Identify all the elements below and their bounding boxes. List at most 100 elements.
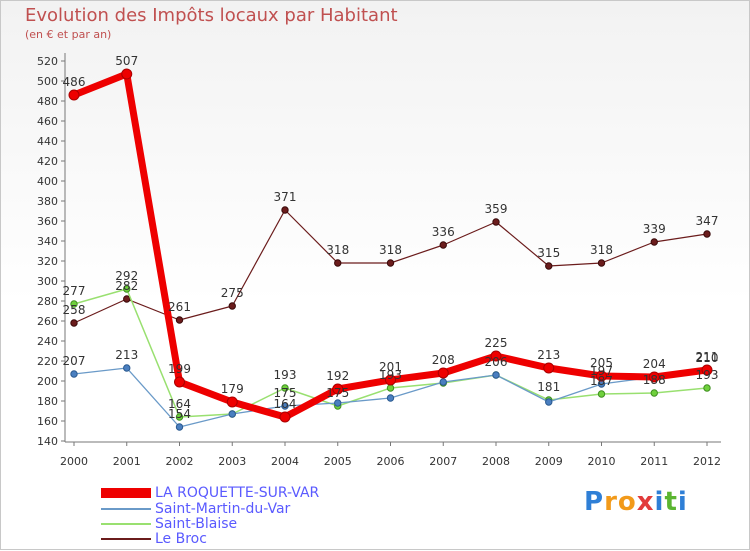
x-tick-label: 2007 [429, 455, 457, 468]
legend-label: Le Broc [155, 531, 207, 547]
data-label: 339 [643, 222, 666, 236]
legend-item-le-broc: Le Broc [101, 531, 207, 547]
data-label: 347 [696, 214, 719, 228]
data-point [597, 390, 606, 398]
data-point [123, 285, 131, 293]
data-label: 164 [274, 397, 297, 411]
data-label: 275 [221, 286, 244, 300]
data-label: 206 [485, 355, 508, 369]
y-tick-label: 240 [37, 335, 58, 348]
data-label: 210 [696, 351, 719, 365]
legend-swatch [101, 523, 151, 525]
data-label: 225 [485, 336, 508, 350]
data-point [650, 389, 658, 397]
data-point [281, 206, 289, 214]
data-label: 175 [274, 386, 297, 400]
y-tick-label: 520 [37, 55, 58, 68]
series-le-broc [70, 206, 711, 327]
data-label: 318 [590, 243, 613, 257]
data-point [281, 402, 289, 410]
logo-letter: P [584, 487, 605, 517]
legend-swatch [101, 538, 151, 540]
y-tick-label: 380 [37, 195, 58, 208]
data-point [123, 364, 131, 372]
data-point [281, 384, 289, 392]
y-tick-label: 460 [37, 115, 58, 128]
data-point [703, 384, 711, 392]
x-tick-label: 2011 [640, 455, 668, 468]
data-label: 201 [379, 360, 402, 374]
data-label: 318 [326, 243, 349, 257]
data-label: 207 [63, 354, 86, 368]
logo-letter: r [604, 487, 618, 517]
data-label: 193 [379, 368, 402, 382]
data-label: 211 [696, 350, 719, 364]
data-labels: 258 282 261 275 371 318 318 336 359 315 318 339 347 2… [63, 54, 719, 421]
data-point [650, 238, 658, 246]
data-point [439, 378, 447, 386]
x-tick-label: 2008 [482, 455, 510, 468]
data-point [439, 241, 447, 249]
data-label: 164 [168, 397, 191, 411]
series-layer [68, 68, 713, 431]
y-tick-label: 200 [37, 375, 58, 388]
legend-swatch [101, 508, 151, 510]
x-tick-label: 2009 [535, 455, 563, 468]
data-label: 175 [326, 386, 349, 400]
data-label: 208 [432, 353, 455, 367]
data-label: 204 [643, 357, 666, 371]
data-label: 197 [590, 364, 613, 378]
logo-letter: x [636, 487, 655, 517]
y-tick-label: 500 [37, 75, 58, 88]
x-tick-label: 2001 [113, 455, 141, 468]
x-tick-label: 2002 [166, 455, 194, 468]
x-tick-label: 2006 [377, 455, 405, 468]
y-tick-label: 220 [37, 355, 58, 368]
data-label: 199 [168, 362, 191, 376]
x-tick-label: 2000 [60, 455, 88, 468]
data-point [279, 411, 291, 423]
y-tick-label: 140 [37, 435, 58, 448]
data-point [437, 367, 449, 379]
data-label: 188 [643, 373, 666, 387]
data-point [545, 262, 553, 270]
data-label: 181 [537, 380, 560, 394]
data-point [228, 410, 236, 418]
y-tick-label: 440 [37, 135, 58, 148]
data-label: 507 [115, 54, 138, 68]
series-la-roquette-sur-var [68, 68, 713, 423]
x-tick-label: 2004 [271, 455, 299, 468]
data-point [543, 362, 555, 374]
data-point [332, 383, 344, 395]
data-label: 154 [168, 407, 191, 421]
legend-label: LA ROQUETTE-SUR-VAR [155, 485, 320, 501]
data-label: 193 [696, 368, 719, 382]
data-point [228, 302, 236, 310]
data-point [596, 370, 607, 382]
y-tick-label: 160 [37, 415, 58, 428]
data-point [68, 89, 80, 101]
data-point [386, 259, 395, 267]
data-label: 213 [537, 348, 560, 362]
chart-title: Evolution des Impôts locaux par Habitant [25, 5, 398, 26]
chart-subtitle: (en € et par an) [25, 28, 112, 41]
x-tick-label: 2005 [324, 455, 352, 468]
y-tick-label: 260 [37, 315, 58, 328]
data-point [334, 399, 342, 407]
data-point [703, 230, 711, 238]
data-label: 179 [221, 382, 244, 396]
legend-item-saint-blaise: Saint-Blaise [101, 516, 237, 532]
logo-letter: o [617, 487, 637, 517]
data-point [174, 376, 185, 388]
data-point [334, 259, 342, 267]
axes: 140 160 180 200 220 240 260 280 300 320 340 360 380 4… [37, 53, 721, 468]
data-label: 258 [63, 303, 86, 317]
data-point [386, 384, 395, 392]
data-label: 292 [115, 269, 138, 283]
data-label: 193 [274, 368, 297, 382]
data-label: 315 [537, 246, 560, 260]
data-label: 359 [485, 202, 508, 216]
x-tick-label: 2003 [218, 455, 246, 468]
